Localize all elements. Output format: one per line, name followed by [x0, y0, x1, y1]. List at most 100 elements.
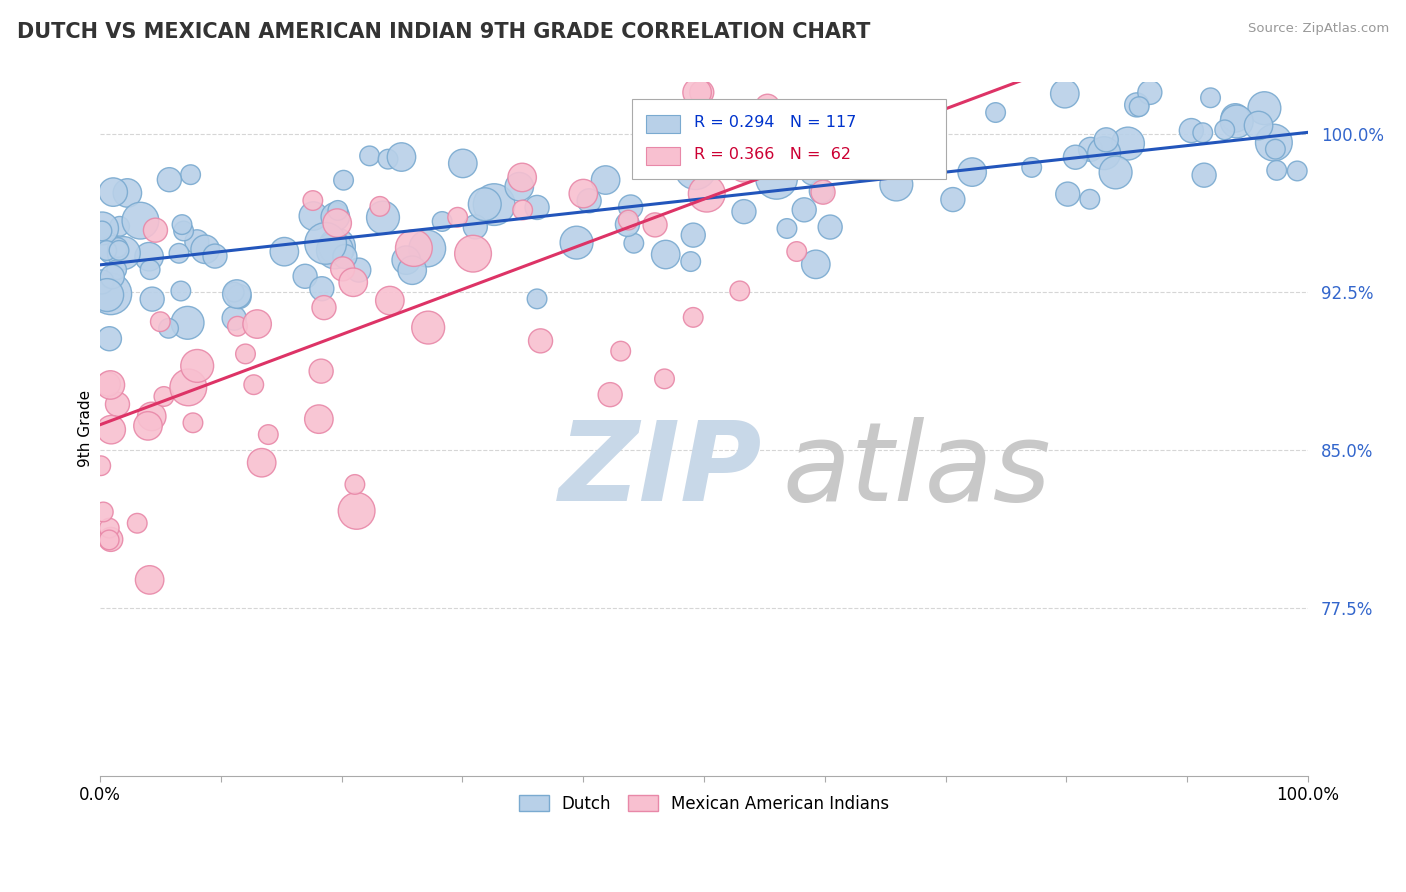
Point: [1263, 136, 1285, 150]
Point: [225, 287, 247, 301]
Point: [332, 261, 354, 276]
Point: [811, 185, 834, 199]
Point: [733, 204, 755, 219]
Point: [332, 173, 354, 187]
Point: [1064, 150, 1087, 164]
Point: [105, 262, 128, 277]
Text: Source: ZipAtlas.com: Source: ZipAtlas.com: [1249, 22, 1389, 36]
Point: [194, 242, 217, 256]
Point: [98, 521, 121, 535]
Point: [157, 172, 180, 186]
Point: [686, 86, 709, 100]
Point: [1116, 136, 1139, 151]
Point: [464, 219, 486, 234]
Point: [170, 218, 193, 232]
Point: [1286, 164, 1309, 178]
Point: [311, 282, 333, 296]
Point: [326, 216, 349, 230]
Point: [107, 397, 129, 411]
Point: [242, 377, 264, 392]
Point: [960, 165, 983, 179]
Point: [756, 99, 779, 113]
Point: [103, 185, 125, 199]
Point: [1128, 100, 1150, 114]
Point: [696, 136, 718, 151]
Point: [395, 253, 418, 268]
Point: [679, 254, 702, 268]
Point: [186, 235, 208, 249]
Point: [343, 477, 366, 491]
Point: [682, 310, 704, 325]
Point: [100, 378, 122, 392]
Point: [804, 140, 827, 154]
Point: [728, 284, 751, 298]
Point: [315, 236, 337, 251]
Point: [1226, 114, 1249, 128]
Point: [246, 317, 269, 331]
Point: [96, 244, 118, 258]
Point: [508, 179, 530, 194]
Point: [693, 127, 716, 141]
Point: [526, 292, 548, 306]
Point: [127, 516, 149, 531]
Point: [578, 194, 600, 208]
Point: [512, 202, 534, 217]
Y-axis label: 9th Grade: 9th Grade: [79, 391, 93, 467]
Point: [257, 427, 280, 442]
Point: [510, 170, 533, 185]
Point: [129, 213, 152, 227]
Point: [725, 125, 748, 139]
Point: [565, 235, 588, 250]
Point: [359, 149, 381, 163]
Point: [1265, 163, 1288, 178]
Point: [776, 221, 799, 235]
Point: [180, 168, 202, 182]
Point: [100, 286, 122, 301]
Point: [1125, 98, 1147, 112]
Point: [112, 246, 135, 260]
Legend: Dutch, Mexican American Indians: Dutch, Mexican American Indians: [512, 789, 896, 820]
Point: [224, 285, 246, 299]
Point: [1104, 165, 1126, 179]
Text: R = 0.366   N =  62: R = 0.366 N = 62: [695, 147, 852, 162]
Point: [685, 161, 707, 176]
Point: [654, 372, 676, 386]
Point: [657, 137, 679, 152]
Point: [308, 412, 330, 426]
Point: [623, 236, 645, 251]
Point: [90, 458, 112, 473]
Point: [91, 224, 114, 238]
Point: [595, 173, 617, 187]
Point: [482, 197, 505, 211]
Point: [323, 210, 346, 224]
Point: [235, 347, 257, 361]
Point: [451, 156, 474, 170]
Point: [1199, 91, 1222, 105]
Point: [153, 389, 176, 403]
Point: [100, 423, 122, 437]
Point: [177, 380, 200, 394]
Point: [401, 263, 423, 277]
Point: [98, 533, 121, 547]
Text: atlas: atlas: [783, 417, 1052, 524]
Point: [1021, 161, 1043, 175]
Point: [139, 262, 162, 277]
Point: [117, 186, 139, 200]
Point: [107, 241, 129, 255]
Point: [90, 275, 112, 289]
Point: [599, 387, 621, 401]
Point: [1053, 87, 1076, 101]
Point: [1191, 126, 1213, 140]
Point: [1080, 142, 1102, 156]
Point: [145, 223, 167, 237]
Point: [402, 241, 425, 255]
Point: [810, 184, 832, 198]
Point: [620, 200, 643, 214]
Point: [224, 311, 246, 326]
Point: [1180, 123, 1202, 137]
Point: [108, 219, 131, 234]
Point: [430, 214, 453, 228]
Point: [204, 249, 226, 263]
Point: [818, 220, 841, 235]
Text: ZIP: ZIP: [560, 417, 762, 524]
